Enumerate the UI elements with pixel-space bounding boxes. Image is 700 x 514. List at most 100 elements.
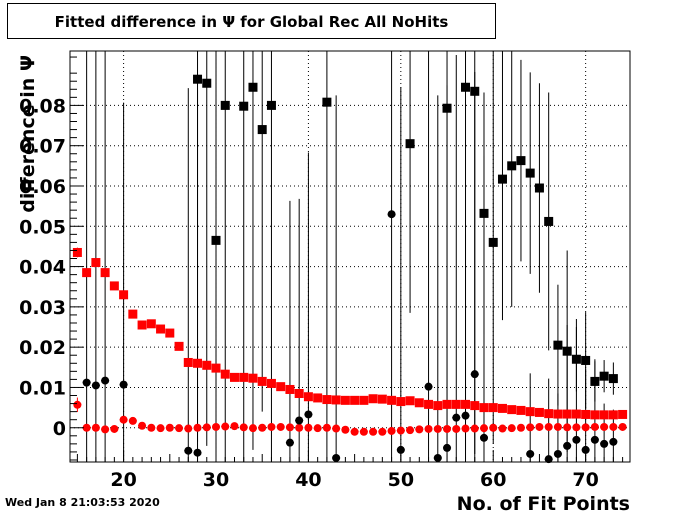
data-point-circle	[239, 423, 248, 432]
data-point-circle	[572, 435, 581, 444]
x-tick-label: 50	[388, 469, 414, 491]
data-point-circle	[443, 424, 452, 433]
data-point-circle	[553, 422, 562, 431]
y-tick-label: 0.03	[19, 297, 66, 319]
data-point-circle	[248, 424, 257, 433]
data-point-circle	[581, 445, 590, 454]
data-point-square	[562, 409, 572, 419]
data-point-circle	[590, 435, 599, 444]
data-point-circle	[535, 422, 544, 431]
x-tick-label: 20	[110, 469, 136, 491]
data-point-square	[183, 357, 193, 367]
data-point-circle	[119, 415, 128, 424]
data-point-circle	[184, 446, 193, 455]
data-point-circle	[91, 423, 100, 432]
data-point-square	[525, 168, 535, 178]
y-tick-label: 0	[53, 418, 66, 440]
data-point-square	[193, 358, 203, 368]
data-point-square	[387, 395, 397, 405]
data-point-circle	[470, 370, 479, 379]
data-point-circle	[387, 426, 396, 435]
data-point-square	[553, 340, 563, 350]
data-point-square	[202, 78, 212, 88]
data-point-circle	[313, 424, 322, 433]
data-point-circle	[156, 424, 165, 433]
data-point-square	[303, 392, 313, 402]
data-point-circle	[396, 426, 405, 435]
data-point-square	[359, 395, 369, 405]
data-point-square	[479, 208, 489, 218]
data-point-circle	[128, 416, 137, 425]
data-point-square	[128, 309, 138, 319]
data-point-square	[313, 393, 323, 403]
data-point-square	[350, 395, 360, 405]
data-point-square	[322, 395, 332, 405]
data-point-circle	[461, 411, 470, 420]
data-point-square	[442, 103, 452, 113]
data-point-square	[220, 100, 230, 110]
data-point-circle	[600, 422, 609, 431]
data-point-circle	[461, 424, 470, 433]
data-point-circle	[424, 382, 433, 391]
data-point-circle	[479, 424, 488, 433]
data-point-circle	[322, 423, 331, 432]
data-point-circle	[489, 423, 498, 432]
data-point-square	[229, 372, 239, 382]
data-point-circle	[470, 424, 479, 433]
data-point-square	[479, 403, 489, 413]
data-point-square	[544, 216, 554, 226]
data-point-circle	[82, 378, 91, 387]
data-point-square	[581, 409, 591, 419]
data-point-circle	[147, 423, 156, 432]
data-point-square	[100, 268, 110, 278]
data-point-circle	[82, 423, 91, 432]
data-point-square	[276, 382, 286, 392]
y-tick-label: 0.01	[19, 377, 66, 399]
tick-labels: 20 30 40 50 60 70 0 0.01 0.02 0.03 0.04 0.05 0.06 0.0…	[19, 95, 599, 491]
data-point-circle	[295, 423, 304, 432]
data-point-square	[581, 355, 591, 365]
data-point-square	[590, 410, 600, 420]
data-point-square	[202, 360, 212, 370]
data-point-square	[470, 401, 480, 411]
data-point-square	[331, 395, 341, 405]
data-point-circle	[572, 423, 581, 432]
data-point-circle	[138, 421, 147, 430]
y-tick-label: 0.02	[19, 337, 66, 359]
data-point-circle	[221, 422, 230, 431]
data-point-square	[248, 373, 258, 383]
data-point-square	[608, 374, 618, 384]
data-point-square	[414, 398, 424, 408]
data-point-square	[405, 396, 415, 406]
y-tick-label: 0.08	[19, 95, 66, 117]
data-point-circle	[600, 439, 609, 448]
data-point-square	[220, 369, 230, 379]
data-point-square	[193, 74, 203, 84]
data-point-square	[211, 235, 221, 245]
data-point-square	[534, 183, 544, 193]
data-point-square	[553, 409, 563, 419]
data-point-square	[82, 268, 92, 278]
data-point-circle	[193, 448, 202, 457]
data-point-circle	[609, 422, 618, 431]
data-point-circle	[387, 210, 396, 219]
data-point-square	[488, 403, 498, 413]
data-point-circle	[101, 425, 110, 434]
data-point-circle	[267, 422, 276, 431]
data-point-square	[461, 399, 471, 409]
axis-ticks	[70, 56, 624, 462]
data-point-square	[599, 410, 609, 420]
datestamp: Wed Jan 8 21:03:53 2020	[5, 496, 160, 509]
x-tick-label: 60	[480, 469, 506, 491]
title-box: Fitted difference in Ψ for Global Rec Al…	[7, 3, 496, 39]
x-tick-label: 70	[572, 469, 598, 491]
data-point-square	[451, 399, 461, 409]
data-point-square	[137, 320, 147, 330]
error-bars	[73, 51, 627, 462]
data-point-square	[507, 161, 517, 171]
data-point-circle	[175, 424, 184, 433]
data-point-circle	[276, 422, 285, 431]
data-point-circle	[332, 424, 341, 433]
data-point-square	[248, 82, 258, 92]
